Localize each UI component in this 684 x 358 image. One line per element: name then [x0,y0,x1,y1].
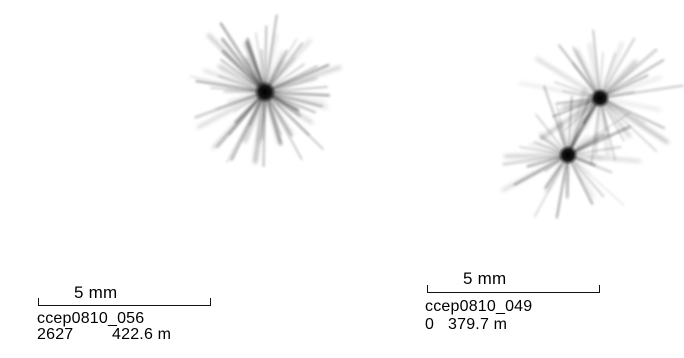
spine [566,125,631,157]
spine [599,59,665,99]
spine [535,57,601,99]
spine [264,66,342,93]
spine [189,75,266,93]
spine [598,96,669,144]
spine [567,154,625,206]
spine [197,91,266,129]
left-measure: 422.6 m [112,326,172,343]
spine [567,87,586,156]
spine [599,84,684,99]
spine [599,41,623,99]
spine [567,112,630,156]
right-count: 0 [425,316,435,333]
spine [534,154,569,218]
right-measure: 379.7 m [448,316,508,333]
specimen-left [189,14,342,168]
spine [264,91,303,160]
spine [599,97,661,111]
left-scale-bar [38,296,211,306]
specimen-core [254,81,276,103]
spine [221,38,267,94]
spine [503,154,569,158]
specimen-core [590,88,610,108]
specimen-core [558,145,578,165]
left-sample-id: ccep0810_056 [37,310,145,327]
spine [555,154,569,219]
left-scale-label: 5 mm [74,283,118,302]
right-scale-label: 5 mm [463,269,507,288]
spine [195,80,266,93]
spine [543,85,569,156]
specimen-right-upper [519,29,684,165]
spine [264,91,324,150]
spine [592,29,601,99]
spine [567,91,600,156]
spine [599,97,658,152]
left-count: 2627 [37,326,74,343]
right-sample-id: ccep0810_049 [425,298,533,315]
spine [264,64,330,93]
spine [598,48,658,100]
spine [513,154,569,186]
spine [254,90,267,164]
spine [219,22,266,93]
spine [264,14,278,93]
spine [502,153,570,166]
spine [599,76,662,99]
specimen-right-lower [501,85,641,219]
spine [598,37,636,100]
right-scale-bar [427,283,600,293]
spine [566,94,592,157]
spine [226,91,266,163]
spine [599,97,665,129]
